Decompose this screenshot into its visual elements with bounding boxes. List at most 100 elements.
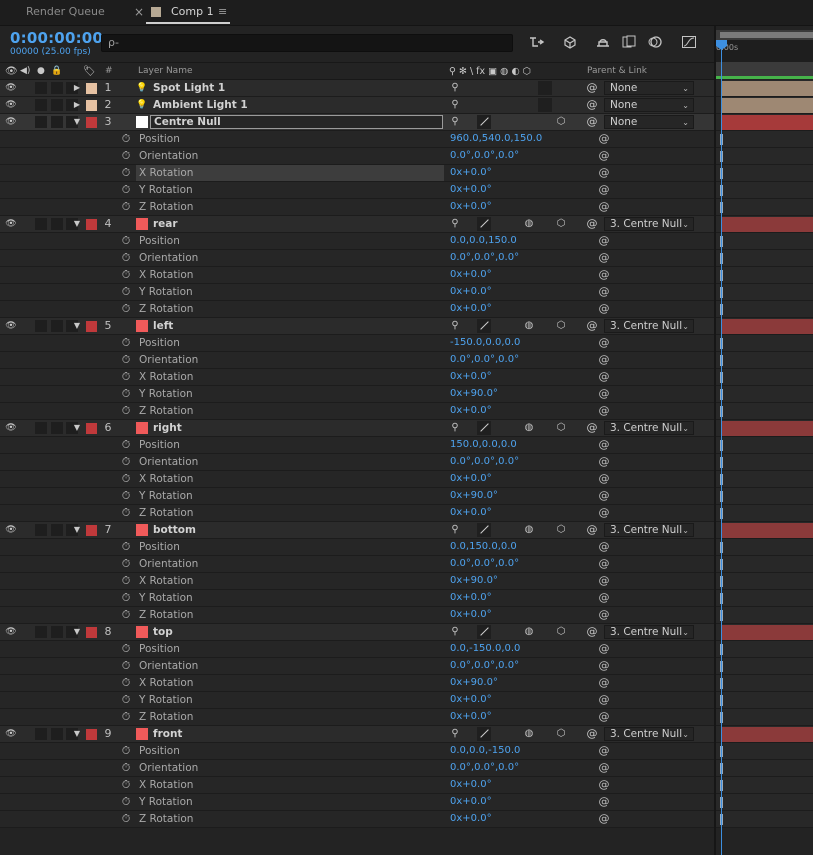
property-value[interactable]: 0.0°,0.0°,0.0°	[450, 150, 520, 161]
keyframe-marker-icon[interactable]	[720, 712, 723, 723]
property-row[interactable]: ⏱ X Rotation 0x+0.0° @	[0, 165, 714, 182]
stopwatch-icon[interactable]: ⏱	[121, 812, 131, 825]
label-tag-icon[interactable]: 🏷	[83, 66, 96, 77]
property-name[interactable]: X Rotation	[139, 473, 194, 485]
lock-toggle[interactable]	[51, 422, 63, 434]
property-value[interactable]: 0.0°,0.0°,0.0°	[450, 558, 520, 569]
property-value[interactable]: 0.0°,0.0°,0.0°	[450, 354, 520, 365]
work-area-bar[interactable]	[716, 62, 813, 76]
property-row[interactable]: ⏱ X Rotation 0x+90.0° @	[0, 573, 714, 590]
property-row[interactable]: ⏱ Orientation 0.0°,0.0°,0.0° @	[0, 454, 714, 471]
keyframe-marker-icon[interactable]	[720, 168, 723, 179]
property-name[interactable]: Orientation	[139, 660, 199, 672]
label-toggle[interactable]	[66, 422, 78, 434]
property-name[interactable]: Z Rotation	[139, 609, 194, 621]
keyframe-marker-icon[interactable]	[720, 491, 723, 502]
property-row[interactable]: ⏱ Y Rotation 0x+0.0° @	[0, 182, 714, 199]
stopwatch-icon[interactable]: ⏱	[121, 149, 131, 162]
property-row[interactable]: ⏱ X Rotation 0x+0.0° @	[0, 267, 714, 284]
property-name[interactable]: X Rotation	[139, 677, 194, 689]
twirl-arrow-icon[interactable]: ▼	[73, 423, 81, 432]
keyframe-marker-icon[interactable]	[720, 695, 723, 706]
property-value[interactable]: 0x+0.0°	[450, 694, 492, 705]
expression-pick-whip-icon[interactable]: @	[598, 336, 610, 349]
property-value[interactable]: 0x+0.0°	[450, 184, 492, 195]
property-value[interactable]: 0x+0.0°	[450, 592, 492, 603]
playhead-line[interactable]	[721, 40, 722, 855]
layer-duration-bar[interactable]	[722, 98, 813, 113]
shy-switch-icon[interactable]: ⚲	[451, 524, 459, 535]
expression-pick-whip-icon[interactable]: @	[598, 506, 610, 519]
property-row[interactable]: ⏱ X Rotation 0x+0.0° @	[0, 471, 714, 488]
shy-switch-icon[interactable]: ⚲	[451, 728, 459, 739]
property-name[interactable]: Y Rotation	[139, 796, 193, 808]
property-value[interactable]: 0x+0.0°	[450, 371, 492, 382]
property-name[interactable]: Position	[139, 133, 180, 145]
layer-name[interactable]: Spot Light 1	[153, 82, 226, 94]
property-name[interactable]: Position	[139, 541, 180, 553]
parent-dropdown[interactable]: None ⌄	[604, 81, 694, 95]
adjustment-switch-slot[interactable]	[538, 81, 552, 95]
3d-layer-switch-icon[interactable]: ⬡	[556, 320, 566, 331]
property-value[interactable]: 0.0,150.0,0.0	[450, 541, 517, 552]
expression-pick-whip-icon[interactable]: @	[598, 744, 610, 757]
playhead-handle[interactable]	[716, 40, 727, 50]
motion-blur-switch-icon[interactable]: ◍	[524, 218, 534, 229]
twirl-arrow-icon[interactable]: ▼	[73, 525, 81, 534]
twirl-arrow-icon[interactable]: ▶	[73, 83, 81, 92]
stopwatch-icon[interactable]: ⏱	[121, 370, 131, 383]
stopwatch-icon[interactable]: ⏱	[121, 285, 131, 298]
time-ruler[interactable]: 0:00s	[716, 40, 813, 62]
3d-layer-switch-icon[interactable]: ⬡	[556, 116, 566, 127]
property-row[interactable]: ⏱ Position -150.0,0.0,0.0 @	[0, 335, 714, 352]
visibility-eye-icon[interactable]: 👁	[5, 321, 17, 331]
graph-editor-icon[interactable]	[680, 35, 698, 51]
layer-row[interactable]: 👁 ▼ 8 top ⚲ ◍ ⬡ @3. Centre Null ⌄	[0, 624, 714, 641]
layer-row[interactable]: 👁 ▼ 9 front ⚲ ◍ ⬡ @3. Centre Null ⌄	[0, 726, 714, 743]
visibility-eye-icon[interactable]: 👁	[5, 219, 17, 229]
parent-dropdown[interactable]: 3. Centre Null ⌄	[604, 523, 694, 537]
expression-pick-whip-icon[interactable]: @	[598, 268, 610, 281]
property-value[interactable]: 0x+90.0°	[450, 677, 498, 688]
layer-row[interactable]: 👁 ▼ 6 right ⚲ ◍ ⬡ @3. Centre Null ⌄	[0, 420, 714, 437]
label-toggle[interactable]	[66, 218, 78, 230]
solo-toggle[interactable]	[35, 422, 47, 434]
parent-dropdown[interactable]: 3. Centre Null ⌄	[604, 727, 694, 741]
property-value[interactable]: 0x+0.0°	[450, 167, 492, 178]
property-name[interactable]: Orientation	[139, 456, 199, 468]
property-row[interactable]: ⏱ Orientation 0.0°,0.0°,0.0° @	[0, 760, 714, 777]
keyframe-marker-icon[interactable]	[720, 593, 723, 604]
layer-name[interactable]: bottom	[153, 524, 196, 536]
keyframe-marker-icon[interactable]	[720, 304, 723, 315]
layer-row[interactable]: 👁 ▶ 2 💡 Ambient Light 1 ⚲ @ None ⌄	[0, 97, 714, 114]
lock-toggle[interactable]	[51, 82, 63, 94]
property-row[interactable]: ⏱ Z Rotation 0x+0.0° @	[0, 811, 714, 828]
pick-whip-icon[interactable]: @	[586, 625, 598, 638]
property-row[interactable]: ⏱ X Rotation 0x+0.0° @	[0, 777, 714, 794]
expression-pick-whip-icon[interactable]: @	[598, 608, 610, 621]
layer-duration-bar[interactable]	[722, 523, 813, 538]
expression-pick-whip-icon[interactable]: @	[598, 761, 610, 774]
keyframe-marker-icon[interactable]	[720, 270, 723, 281]
property-name[interactable]: X Rotation	[139, 371, 194, 383]
visibility-eye-icon[interactable]: 👁	[5, 83, 17, 93]
property-name[interactable]: Z Rotation	[139, 405, 194, 417]
solo-switch-header-icon[interactable]: ●	[37, 66, 45, 76]
property-name[interactable]: Y Rotation	[139, 286, 193, 298]
parent-dropdown[interactable]: None ⌄	[604, 98, 694, 112]
property-name[interactable]: Y Rotation	[139, 490, 193, 502]
property-name[interactable]: Z Rotation	[139, 507, 194, 519]
keyframe-marker-icon[interactable]	[720, 474, 723, 485]
expression-pick-whip-icon[interactable]: @	[598, 472, 610, 485]
stopwatch-icon[interactable]: ⏱	[121, 353, 131, 366]
stopwatch-icon[interactable]: ⏱	[121, 778, 131, 791]
layer-name[interactable]: Ambient Light 1	[153, 99, 248, 111]
expression-pick-whip-icon[interactable]: @	[598, 693, 610, 706]
frame-blending-icon[interactable]	[620, 35, 638, 51]
keyframe-marker-icon[interactable]	[720, 678, 723, 689]
property-value[interactable]: 0x+0.0°	[450, 286, 492, 297]
lock-toggle[interactable]	[51, 99, 63, 111]
property-row[interactable]: ⏱ X Rotation 0x+90.0° @	[0, 675, 714, 692]
layer-name[interactable]: rear	[153, 218, 178, 230]
layer-name[interactable]: Centre Null	[150, 115, 443, 129]
